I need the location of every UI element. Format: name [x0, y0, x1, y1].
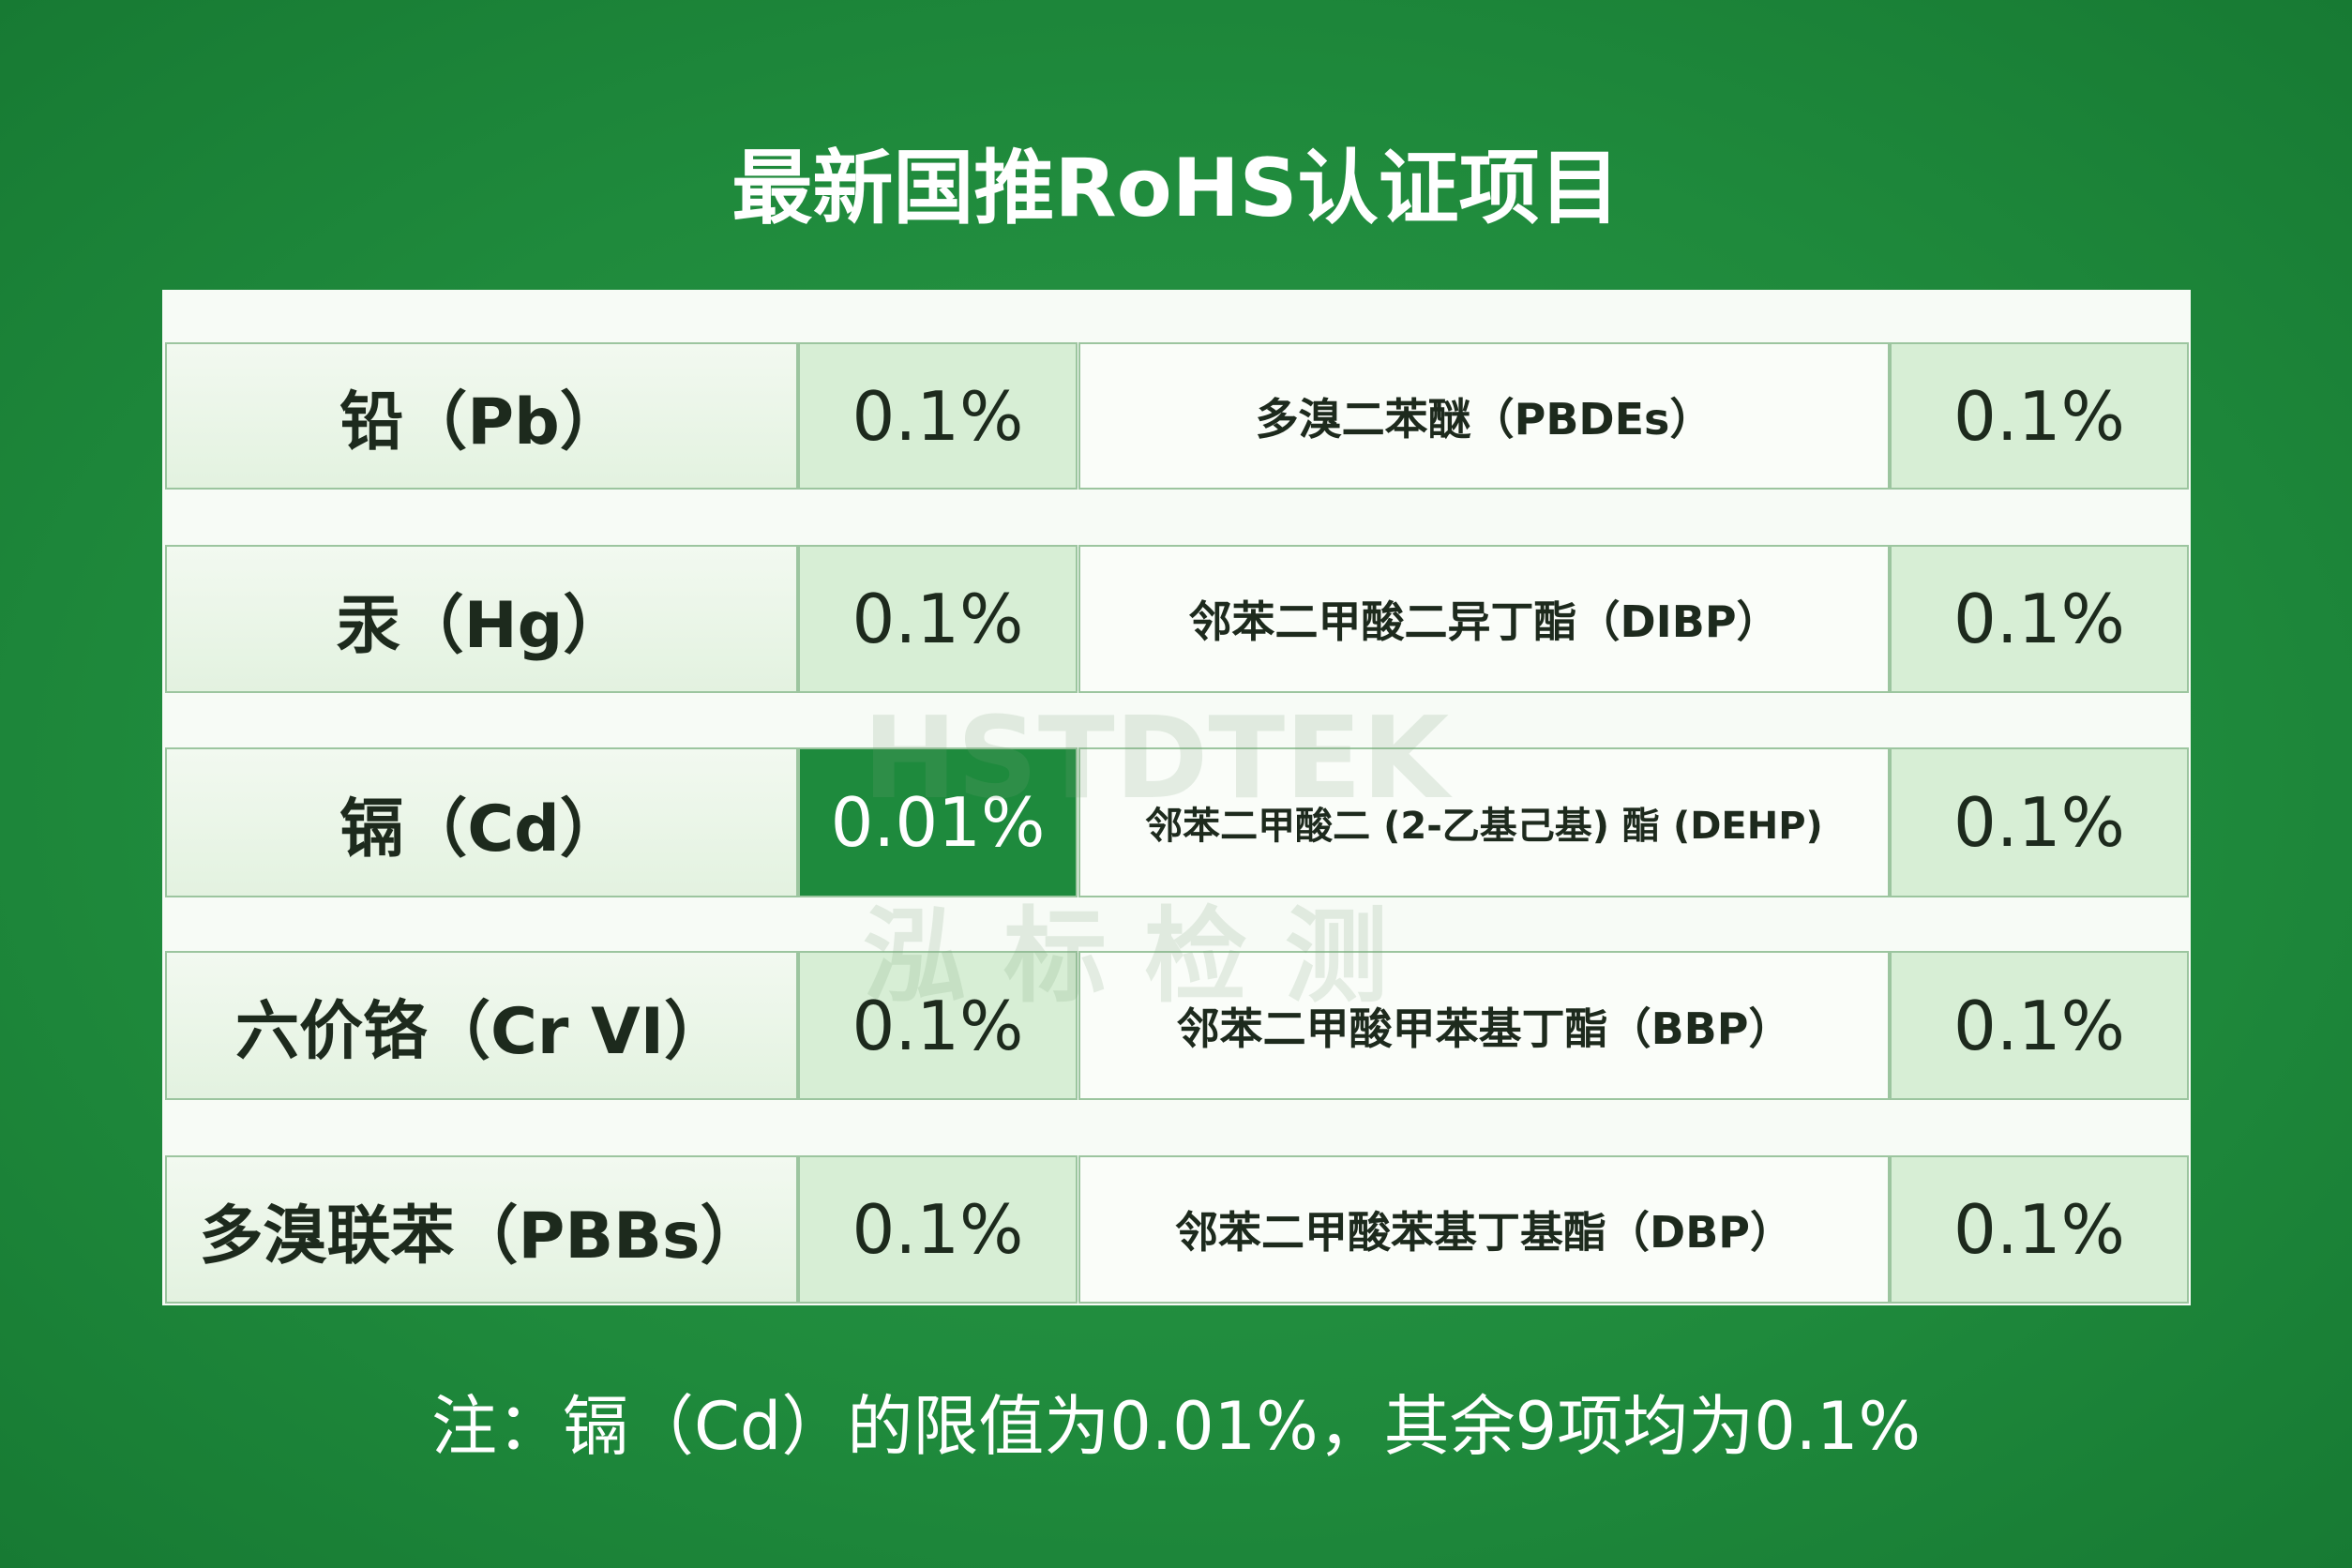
limit-cell: 0.1%: [798, 951, 1078, 1100]
limit-cell: 0.01%: [798, 747, 1078, 897]
substance-cell: 邻苯二甲酸苯基丁基酯（DBP）: [1078, 1155, 1890, 1304]
substance-cell: 邻苯二甲酸二异丁酯（DIBP）: [1078, 545, 1890, 693]
watermark-name: 泓标检测: [863, 897, 1425, 1017]
title: 最新国推RoHS认证项目: [731, 142, 1621, 235]
limit-cell: 0.1%: [798, 1155, 1078, 1304]
limit-cell: 0.1%: [798, 342, 1078, 490]
substance-cell: 多溴二苯醚（PBDEs）: [1078, 342, 1890, 490]
limit-cell: 0.1%: [1890, 342, 2189, 490]
substance-cell: 六价铬（Cr VI）: [165, 951, 798, 1100]
watermark-brand: HSTDTEK: [863, 694, 1450, 824]
limit-cell: 0.1%: [1890, 1155, 2189, 1304]
substance-cell: 邻苯二甲酸甲苯基丁酯（BBP）: [1078, 951, 1890, 1100]
substance-cell: 汞（Hg）: [165, 545, 798, 693]
substance-cell: 镉（Cd）: [165, 747, 798, 897]
limit-cell: 0.1%: [1890, 951, 2189, 1100]
limit-cell: 0.1%: [798, 545, 1078, 693]
substance-cell: 邻苯二甲酸二 (2-乙基己基) 酯 (DEHP): [1078, 747, 1890, 897]
limit-cell: 0.1%: [1890, 545, 2189, 693]
substance-cell: 铅（Pb）: [165, 342, 798, 490]
substance-cell: 多溴联苯（PBBs）: [165, 1155, 798, 1304]
limit-cell: 0.1%: [1890, 747, 2189, 897]
footnote: 注：镉（Cd）的限值为0.01%，其余9项均为0.1%: [430, 1388, 1922, 1465]
